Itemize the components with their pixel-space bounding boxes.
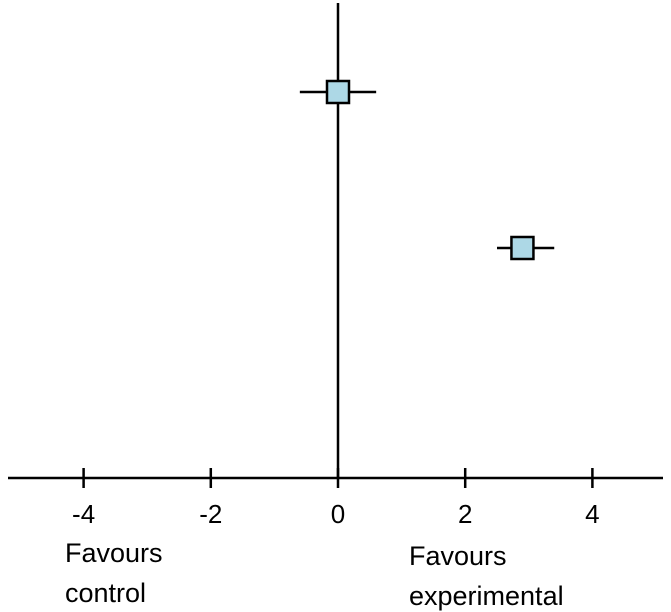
- data-points: [299, 79, 555, 261]
- annotations: Favours control Favours experimental: [65, 538, 564, 611]
- x-tick-label: -4: [72, 499, 95, 529]
- point-estimate-marker: [510, 235, 535, 261]
- favours-control-line-1: Favours: [65, 538, 163, 568]
- favours-experimental-line-2: experimental: [409, 581, 564, 611]
- x-ticks: -4 -2 0 2 4: [72, 468, 600, 529]
- axes: [8, 3, 663, 480]
- x-tick-label: -2: [199, 499, 222, 529]
- x-tick-label: 2: [458, 499, 472, 529]
- point-estimate-marker: [325, 79, 351, 105]
- x-tick-label: 4: [585, 499, 599, 529]
- x-tick-label: 0: [331, 499, 345, 529]
- favours-experimental-line-1: Favours: [409, 541, 507, 571]
- favours-control-line-2: control: [65, 578, 146, 608]
